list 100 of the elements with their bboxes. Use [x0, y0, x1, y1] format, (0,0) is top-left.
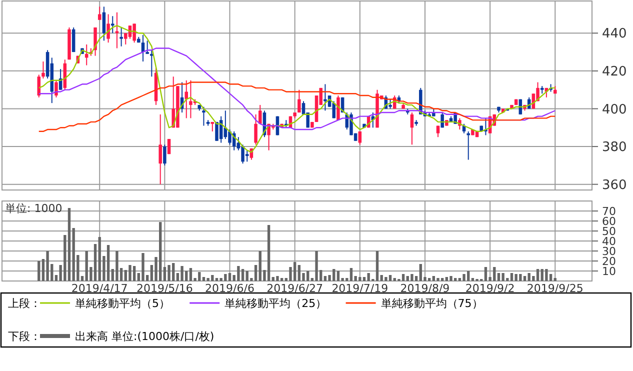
y-tick-label: 380: [602, 140, 627, 156]
x-tick-label: 2019/4/17: [71, 282, 128, 295]
bar: [497, 273, 500, 281]
bar: [324, 276, 327, 281]
bar: [458, 278, 462, 281]
candlestick: [111, 16, 114, 34]
candlestick: [102, 6, 106, 42]
candlestick: [150, 50, 154, 78]
candlestick: [298, 89, 301, 114]
bar: [215, 278, 218, 281]
x-tick-label: 2019/5/16: [136, 282, 193, 295]
candlestick: [410, 112, 414, 146]
x-tick-label: 2019/9/2: [465, 282, 515, 295]
legend-label: 単純移動平均（5）: [75, 296, 170, 310]
bar: [428, 278, 431, 281]
legend-title: 下段：: [8, 330, 41, 343]
candlestick: [258, 104, 262, 124]
bar: [445, 277, 448, 281]
bar: [94, 244, 97, 281]
candlestick: [163, 144, 166, 166]
y-tick-label: 440: [602, 26, 627, 42]
bar: [536, 269, 540, 281]
candlestick: [358, 130, 362, 146]
bar: [388, 275, 392, 281]
candlestick: [245, 150, 249, 162]
bar: [267, 225, 270, 281]
bar: [410, 274, 414, 281]
bar: [128, 265, 132, 281]
bar: [462, 274, 466, 281]
bar: [384, 277, 388, 281]
bar: [350, 268, 353, 281]
x-tick-label: 2019/6/6: [205, 282, 254, 295]
candlestick: [436, 125, 440, 138]
candlestick: [115, 12, 119, 49]
bar: [450, 276, 452, 281]
candlestick: [132, 23, 136, 44]
bar: [376, 251, 379, 281]
x-tick-label: 2019/8/9: [400, 282, 450, 295]
bar: [254, 265, 258, 281]
bar: [163, 267, 166, 281]
bar: [554, 278, 556, 281]
bar: [436, 278, 440, 281]
bar: [362, 277, 366, 281]
bar: [298, 265, 301, 281]
bar: [280, 278, 284, 281]
candlestick: [241, 144, 244, 164]
y-tick-label: 360: [602, 178, 627, 193]
bar: [180, 266, 184, 281]
bar: [116, 251, 118, 281]
x-tick-label: 2019/6/27: [266, 282, 324, 295]
candlestick: [37, 74, 40, 98]
candlestick: [184, 80, 188, 119]
candlestick: [388, 98, 392, 110]
bar: [315, 251, 318, 281]
legend-label: 単純移動平均（25）: [224, 296, 327, 310]
bar: [276, 276, 279, 281]
bar: [402, 274, 405, 281]
bar: [206, 278, 210, 281]
candlestick: [42, 60, 45, 79]
candlestick: [98, 6, 102, 20]
candlestick: [158, 114, 162, 185]
legend-title: 上段：: [8, 296, 41, 310]
bar: [471, 278, 474, 281]
bar: [38, 261, 40, 281]
candlestick: [146, 40, 149, 54]
annotation: 単位: 1000: [5, 202, 62, 215]
y-tick-label: 420: [602, 64, 627, 80]
bar: [237, 266, 240, 281]
bar: [502, 273, 504, 281]
bar: [241, 269, 244, 281]
candlestick: [120, 26, 123, 47]
y-tick-label: 400: [602, 102, 627, 118]
candlestick: [54, 80, 58, 98]
bar: [484, 267, 488, 281]
legend-label: 出来高 単位:(1000株/口/枚): [75, 330, 214, 343]
bar: [202, 277, 206, 281]
candlestick: [254, 114, 258, 146]
bar: [46, 251, 49, 281]
bar: [132, 266, 136, 281]
candlestick: [106, 14, 110, 44]
line-series: [38, 82, 556, 132]
bar: [510, 273, 514, 281]
bar: [523, 276, 526, 281]
bar: [545, 269, 548, 281]
bar: [168, 265, 170, 281]
candlestick: [189, 80, 192, 119]
candlestick: [228, 129, 232, 146]
candlestick: [202, 106, 206, 126]
bar: [336, 271, 340, 281]
bar: [440, 278, 444, 281]
bar: [414, 276, 418, 281]
x-tick-label: 2019/9/25: [526, 282, 584, 295]
legend-label: 単純移動平均（75）: [380, 296, 483, 310]
x-tick-label: 2019/7/19: [332, 282, 388, 295]
bar: [106, 245, 110, 281]
bar: [189, 268, 192, 281]
bar: [293, 262, 296, 281]
bar: [142, 253, 144, 281]
bar: [228, 273, 232, 281]
candlestick: [72, 26, 76, 53]
